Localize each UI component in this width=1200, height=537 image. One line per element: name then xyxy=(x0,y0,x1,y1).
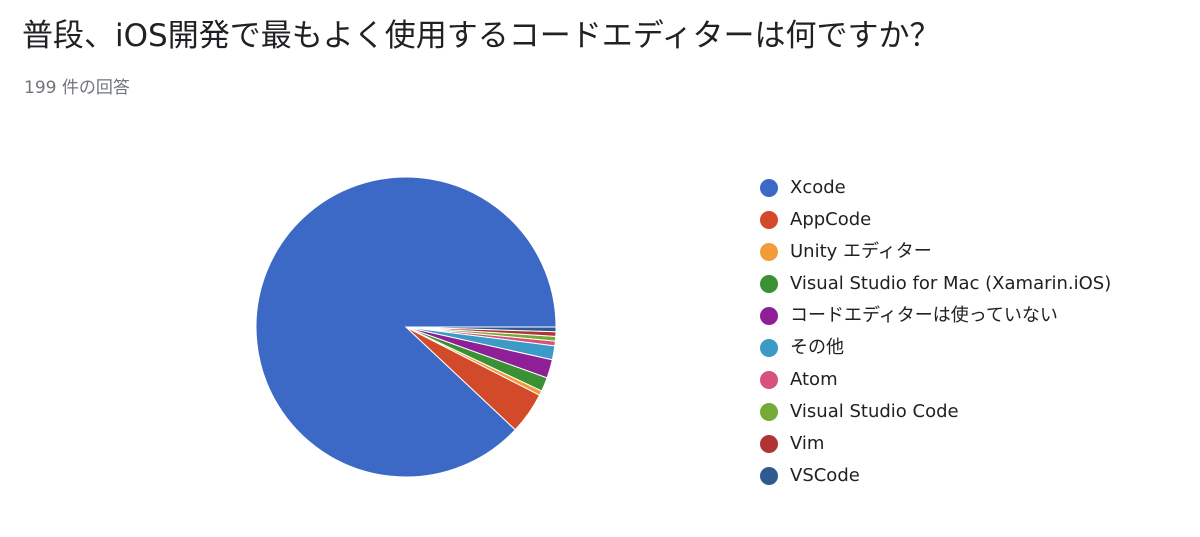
chart-title: 普段、iOS開発で最もよく使用するコードエディターは何ですか？ xyxy=(22,18,941,54)
legend-label: Unity エディター xyxy=(790,241,932,262)
legend-swatch-icon xyxy=(760,243,778,261)
legend-item-0[interactable]: Xcode xyxy=(760,172,1111,204)
legend-label: AppCode xyxy=(790,209,872,230)
legend-label: Atom xyxy=(790,369,838,390)
legend-item-3[interactable]: Visual Studio for Mac (Xamarin.iOS) xyxy=(760,268,1111,300)
legend-swatch-icon xyxy=(760,307,778,325)
legend-label: Xcode xyxy=(790,177,846,198)
legend-swatch-icon xyxy=(760,435,778,453)
pie-slice-0[interactable] xyxy=(255,176,557,478)
response-count: 199 件の回答 xyxy=(24,78,130,98)
legend-item-8[interactable]: Vim xyxy=(760,428,1111,460)
legend-item-6[interactable]: Atom xyxy=(760,364,1111,396)
legend-label: コードエディターは使っていない xyxy=(790,305,1058,326)
pie-slice-9[interactable] xyxy=(405,326,557,333)
chart-legend: Xcode AppCode Unity エディター Visual Studio for… xyxy=(760,172,1111,492)
legend-label: Visual Studio for Mac (Xamarin.iOS) xyxy=(790,273,1112,294)
legend-swatch-icon xyxy=(760,211,778,229)
legend-swatch-icon xyxy=(760,179,778,197)
legend-swatch-icon xyxy=(760,339,778,357)
legend-swatch-icon xyxy=(760,275,778,293)
legend-label: VSCode xyxy=(790,465,860,486)
legend-item-7[interactable]: Visual Studio Code xyxy=(760,396,1111,428)
legend-item-5[interactable]: その他 xyxy=(760,332,1111,364)
legend-swatch-icon xyxy=(760,371,778,389)
legend-swatch-icon xyxy=(760,403,778,421)
legend-item-4[interactable]: コードエディターは使っていない xyxy=(760,300,1111,332)
legend-item-2[interactable]: Unity エディター xyxy=(760,236,1111,268)
legend-label: Visual Studio Code xyxy=(790,401,959,422)
pie-slice-label-0: 87.9% xyxy=(201,309,252,329)
legend-label: Vim xyxy=(790,433,825,454)
legend-item-9[interactable]: VSCode xyxy=(760,460,1111,492)
legend-label: その他 xyxy=(790,337,844,358)
legend-item-1[interactable]: AppCode xyxy=(760,204,1111,236)
legend-swatch-icon xyxy=(760,467,778,485)
